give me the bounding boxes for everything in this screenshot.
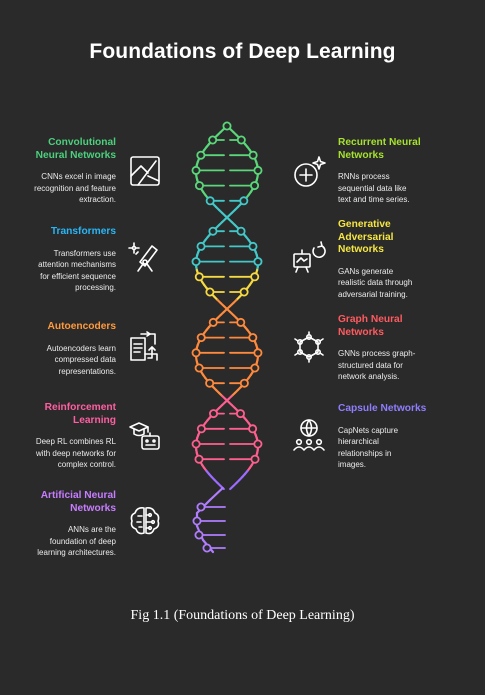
- helix-node: [248, 150, 258, 160]
- helix-node: [248, 241, 258, 251]
- helix-node: [196, 150, 206, 160]
- graduation-robot-icon: [128, 419, 162, 453]
- item-gnn-desc: GNNs process graph-structured data for ne…: [338, 349, 416, 381]
- helix-node: [222, 121, 232, 131]
- item-rnn-desc: RNNs process sequential data like text and…: [338, 172, 410, 204]
- item-gnn-title: Graph Neural Networks: [338, 314, 403, 338]
- helix-node: [253, 257, 263, 267]
- plus-sparkle-icon: [292, 155, 326, 189]
- item-capsule: Capsule Networks CapNets capture hierarch…: [338, 403, 438, 471]
- item-capsule-title: Capsule Networks: [338, 403, 427, 414]
- item-gnn: Graph Neural Networks GNNs process graph-…: [338, 314, 438, 383]
- helix-node: [250, 181, 260, 191]
- helix-node: [248, 333, 258, 343]
- helix-node: [194, 454, 204, 464]
- helix-node: [239, 287, 249, 297]
- figure-caption: Fig 1.1 (Foundations of Deep Learning): [130, 608, 355, 623]
- helix-node: [191, 165, 201, 175]
- item-capsule-desc: CapNets capture hierarchical relationships…: [338, 425, 399, 470]
- helix-node: [196, 241, 206, 251]
- helix-node: [235, 409, 245, 419]
- helix-node: [196, 502, 206, 512]
- helix-node: [239, 196, 249, 206]
- helix-strand: [229, 484, 235, 491]
- helix-node: [253, 439, 263, 449]
- item-transformers: Transformers Transformers use attention m…: [20, 226, 116, 294]
- item-ann: Artificial Neural Networks ANNs are the fo…: [20, 490, 116, 559]
- item-gan-desc: GANs generate realistic data through adver…: [338, 266, 413, 299]
- helix-node: [209, 409, 219, 419]
- helix-node: [250, 454, 260, 464]
- helix-node: [248, 424, 258, 434]
- easel-refresh-icon: [292, 240, 326, 274]
- helix-node: [194, 530, 204, 540]
- item-gan-title: Generative Adversarial Networks: [338, 219, 394, 255]
- document-arrows-icon: [128, 330, 162, 364]
- helix-node: [192, 516, 202, 526]
- helix-node: [194, 272, 204, 282]
- item-autoencoders-desc: Autoencoders learn compressed data represe…: [46, 343, 116, 376]
- helix-node: [253, 165, 263, 175]
- helix-node: [205, 287, 215, 297]
- telescope-sparkle-icon: [128, 240, 162, 274]
- helix-node: [208, 226, 218, 236]
- helix-node: [236, 226, 246, 236]
- item-reinforcement-desc: Deep RL combines RL with deep networks fo…: [35, 437, 116, 469]
- graph-network-icon: [292, 330, 326, 364]
- item-ann-desc: ANNs are the foundation of deep learning a…: [37, 525, 116, 557]
- helix-node: [191, 257, 201, 267]
- item-cnn-desc: CNNs excel in image recognition and featu…: [34, 172, 116, 204]
- helix-node: [208, 135, 218, 145]
- item-reinforcement-title: Reinforcement Learning: [44, 402, 116, 426]
- item-rnn: Recurrent Neural Networks RNNs process seq…: [338, 137, 438, 206]
- helix-node: [191, 439, 201, 449]
- item-rnn-title: Recurrent Neural Networks: [338, 137, 421, 161]
- brain-circuit-icon: [128, 504, 162, 538]
- item-autoencoders: Autoencoders Autoencoders learn compresse…: [20, 321, 116, 377]
- helix-node: [202, 543, 212, 553]
- helix-node: [191, 348, 201, 358]
- item-autoencoders-title: Autoencoders: [47, 321, 117, 332]
- helix-node: [196, 424, 206, 434]
- item-transformers-title: Transformers: [50, 226, 116, 237]
- item-reinforcement: Reinforcement Learning Deep RL combines R…: [20, 402, 116, 471]
- helix-node: [250, 272, 260, 282]
- item-gan: Generative Adversarial Networks GANs gener…: [338, 219, 438, 300]
- helix-node: [253, 348, 263, 358]
- image-frame-icon: [128, 154, 162, 188]
- helix-node: [208, 317, 218, 327]
- helix-node: [236, 317, 246, 327]
- helix-node: [205, 378, 215, 388]
- item-cnn-title: Convolutional Neural Networks: [35, 137, 116, 161]
- helix-node: [205, 196, 215, 206]
- item-transformers-desc: Transformers use attention mechanisms for …: [38, 248, 116, 293]
- globe-people-icon: [292, 418, 326, 452]
- item-ann-title: Artificial Neural Networks: [40, 490, 116, 514]
- item-cnn: Convolutional Neural Networks CNNs excel …: [20, 137, 116, 206]
- helix-tail: [208, 486, 224, 502]
- helix-node: [250, 363, 260, 373]
- helix-node: [236, 135, 246, 145]
- helix-node: [194, 181, 204, 191]
- helix-node: [196, 333, 206, 343]
- helix-node: [194, 363, 204, 373]
- page-title: Foundations of Deep Learning: [89, 40, 396, 63]
- helix-node: [239, 378, 249, 388]
